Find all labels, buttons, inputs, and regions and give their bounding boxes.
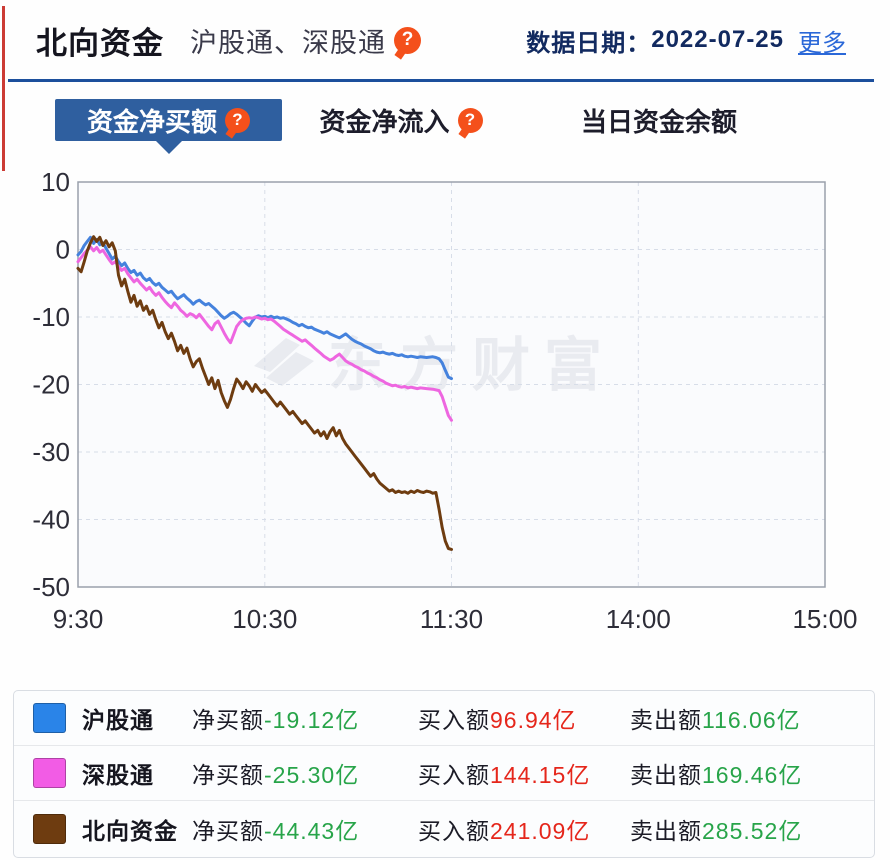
plot-frame [77,181,826,588]
data-series [76,235,453,551]
net-buy-label: 净买额 [192,707,264,733]
gridlines [78,182,825,587]
buy-value: 241.09亿 [490,817,591,844]
net-buy-value: -44.43亿 [264,817,360,844]
svg-text:11:30: 11:30 [420,604,483,634]
buy-cell: 买入额 241.09亿 [418,812,630,846]
tab-daily-balance-label: 当日资金余额 [580,106,737,137]
series-line-沪股通 [76,235,453,381]
svg-text:-30: -30 [32,437,70,467]
series-name: 深股通 [82,762,154,788]
tab-net-buy-label: 资金净买额 [86,106,217,137]
page-subtitle: 沪股通、深股通 [190,27,386,58]
watermark: 东方财富 [252,318,616,402]
buy-label: 买入额 [418,707,490,733]
series-name: 沪股通 [82,707,154,733]
svg-text:-10: -10 [32,302,70,332]
table-row: 深股通 净买额 -25.30亿 买入额 144.15亿 卖出额 169.46亿 [14,746,874,801]
sell-label: 卖出额 [630,762,702,788]
tab-net-inflow-label: 资金净流入 [319,106,450,137]
svg-text:15:00: 15:00 [792,604,857,634]
sell-cell: 卖出额 116.06亿 [630,701,801,735]
net-buy-cell: 净买额 -25.30亿 [192,756,418,790]
table-row: 北向资金 净买额 -44.43亿 买入额 241.09亿 卖出额 285.52亿 [14,801,874,856]
tab-daily-balance[interactable]: 当日资金余额 [564,99,754,141]
eastmoney-logo-icon [254,338,314,386]
svg-text:14:00: 14:00 [606,604,671,634]
page-title: 北向资金 [36,25,164,61]
x-axis-labels: 9:30 10:30 11:30 14:00 15:00 [53,604,858,634]
series-name: 北向资金 [82,817,178,844]
buy-label: 买入额 [418,817,490,844]
y-axis-labels: 10 0 -10 -20 -30 -40 -50 [32,167,70,602]
table-row: 沪股通 净买额 -19.12亿 买入额 96.94亿 卖出额 116.06亿 [14,691,874,746]
svg-text:-50: -50 [32,572,70,602]
sell-value: 169.46亿 [702,762,803,788]
legend-table: 沪股通 净买额 -19.12亿 买入额 96.94亿 卖出额 116.06亿 深… [13,690,875,858]
buy-value: 144.15亿 [490,762,591,788]
net-buy-value: -19.12亿 [264,707,360,733]
series-swatch-shanghai [33,703,66,733]
tab-net-buy[interactable]: 资金净买额 ? [55,99,282,154]
net-buy-label: 净买额 [192,817,264,844]
sell-cell: 卖出额 169.46亿 [630,756,802,790]
buy-cell: 买入额 96.94亿 [418,701,630,735]
series-line-深股通 [76,245,453,422]
buy-value: 96.94亿 [490,707,577,733]
tab-bar: 资金净买额 ? 资金净流入 ? 当日资金余额 [0,99,890,159]
tab-net-inflow[interactable]: 资金净流入 ? [318,99,484,141]
sell-label: 卖出额 [630,817,702,844]
sell-label: 卖出额 [630,707,702,733]
help-icon[interactable]: ? [394,26,421,54]
series-line-北向资金 [76,235,453,551]
net-buy-value: -25.30亿 [264,762,360,788]
svg-text:10:30: 10:30 [232,604,297,634]
svg-text:9:30: 9:30 [53,604,104,634]
svg-text:-40: -40 [32,505,70,535]
line-chart: 东方财富 10 0 -10 -20 -30 -40 -50 9:30 10:30 11:30 14:… [0,160,890,660]
data-date: 数据日期： 2022-07-25 [526,23,784,58]
net-buy-cell: 净买额 -19.12亿 [192,701,418,735]
header-divider [8,79,874,82]
svg-text:0: 0 [56,235,70,265]
series-swatch-shenzhen [33,758,66,788]
net-buy-label: 净买额 [192,762,264,788]
net-buy-cell: 净买额 -44.43亿 [192,812,418,846]
date-value: 2022-07-25 [651,26,784,53]
help-icon[interactable]: ? [225,107,250,133]
watermark-text: 东方财富 [328,333,617,398]
series-swatch-northbound [33,813,66,844]
svg-text:10: 10 [41,167,70,197]
sell-value: 285.52亿 [702,817,803,844]
help-icon[interactable]: ? [457,107,483,133]
date-label: 数据日期： [526,29,652,57]
header: 北向资金 沪股通、深股通 ? 数据日期： 2022-07-25 更多 [0,0,890,80]
buy-label: 买入额 [418,762,490,788]
more-link[interactable]: 更多 [798,29,846,57]
svg-text:-20: -20 [32,370,70,400]
left-accent-bar [2,6,5,171]
buy-cell: 买入额 144.15亿 [418,756,630,790]
chart-canvas: 10 0 -10 -20 -30 -40 -509:30 10:30 11:30 14:00 15:… [32,167,858,634]
sell-cell: 卖出额 285.52亿 [630,812,802,846]
sell-value: 116.06亿 [702,707,801,733]
